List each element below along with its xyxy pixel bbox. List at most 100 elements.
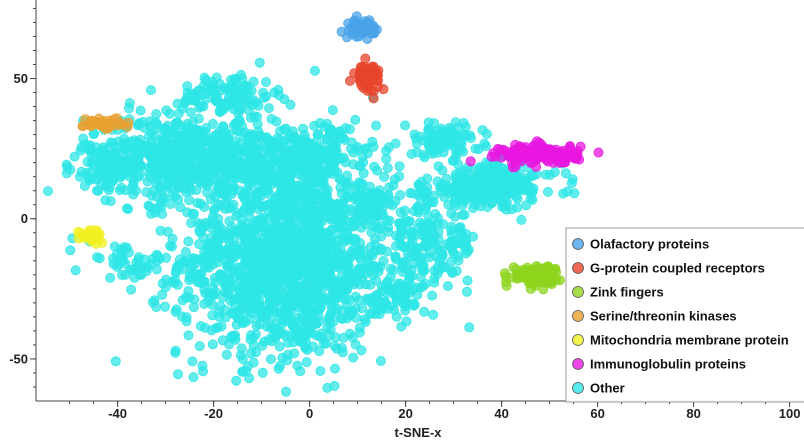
series-serine-threonin-kinases	[77, 113, 134, 135]
data-point	[106, 167, 117, 178]
data-point	[264, 212, 275, 223]
data-point	[327, 105, 338, 116]
data-point	[137, 117, 148, 128]
x-tick-label: 100	[779, 406, 801, 421]
data-point	[181, 145, 192, 156]
data-point	[593, 147, 604, 158]
data-point	[348, 159, 359, 170]
data-point	[358, 168, 369, 179]
data-point	[229, 227, 240, 238]
data-point	[262, 274, 273, 285]
data-point	[231, 146, 242, 157]
data-point	[275, 308, 286, 319]
data-point	[325, 298, 336, 309]
data-point	[289, 221, 300, 232]
data-point	[167, 189, 178, 200]
data-point	[516, 214, 527, 225]
data-point	[73, 226, 84, 237]
data-point	[365, 241, 376, 252]
data-point	[564, 142, 575, 153]
data-point	[219, 82, 230, 93]
x-tick-label: -40	[108, 406, 127, 421]
legend-marker	[572, 358, 584, 370]
data-point	[254, 57, 265, 68]
data-point	[182, 119, 193, 130]
data-point	[426, 220, 437, 231]
data-point	[193, 113, 204, 124]
data-point	[461, 176, 472, 187]
data-point	[309, 65, 320, 76]
series-immunoglobulin-proteins	[465, 136, 604, 173]
data-point	[258, 147, 269, 158]
data-point	[518, 179, 529, 190]
data-point	[273, 230, 284, 241]
data-point	[162, 163, 173, 174]
data-point	[175, 171, 186, 182]
data-point	[459, 129, 470, 140]
data-point	[331, 306, 342, 317]
data-point	[354, 327, 365, 338]
data-point	[267, 287, 278, 298]
data-point	[477, 172, 488, 183]
data-point	[433, 161, 444, 172]
data-point	[399, 205, 410, 216]
data-point	[207, 310, 218, 321]
data-point	[336, 255, 347, 266]
data-point	[314, 271, 325, 282]
data-point	[187, 356, 198, 367]
data-point	[104, 115, 115, 126]
data-point	[264, 303, 275, 314]
data-point	[151, 109, 162, 120]
data-point	[394, 161, 405, 172]
data-point	[219, 176, 230, 187]
data-point	[199, 298, 210, 309]
data-point	[257, 157, 268, 168]
data-point	[295, 281, 306, 292]
data-point	[300, 342, 311, 353]
data-point	[354, 177, 365, 188]
data-point	[173, 262, 184, 273]
data-point	[451, 265, 462, 276]
data-point	[285, 99, 296, 110]
data-point	[275, 187, 286, 198]
data-point	[384, 198, 395, 209]
data-point	[315, 365, 326, 376]
data-point	[540, 169, 551, 180]
data-point	[329, 363, 340, 374]
data-point	[108, 175, 119, 186]
data-point	[430, 208, 441, 219]
data-point	[538, 284, 549, 295]
data-point	[477, 194, 488, 205]
data-point	[422, 173, 433, 184]
data-point	[461, 286, 472, 297]
data-point	[282, 296, 293, 307]
data-point	[235, 282, 246, 293]
data-point	[428, 309, 439, 320]
data-point	[227, 308, 238, 319]
data-point	[209, 237, 220, 248]
data-point	[155, 181, 166, 192]
data-point	[128, 189, 139, 200]
data-point	[191, 184, 202, 195]
data-point	[278, 145, 289, 156]
data-point	[242, 219, 253, 230]
data-point	[198, 231, 209, 242]
data-point	[536, 146, 547, 157]
data-point	[350, 114, 361, 125]
data-point	[451, 176, 462, 187]
data-point	[187, 92, 198, 103]
data-point	[237, 73, 248, 84]
data-point	[239, 231, 250, 242]
data-point	[253, 203, 264, 214]
data-point	[155, 154, 166, 165]
data-point	[283, 337, 294, 348]
data-point	[459, 242, 470, 253]
data-point	[507, 157, 518, 168]
data-point	[208, 247, 219, 258]
data-point	[154, 253, 165, 264]
data-point	[407, 236, 418, 247]
data-point	[333, 216, 344, 227]
data-point	[222, 287, 233, 298]
data-point	[260, 77, 271, 88]
data-point	[456, 229, 467, 240]
